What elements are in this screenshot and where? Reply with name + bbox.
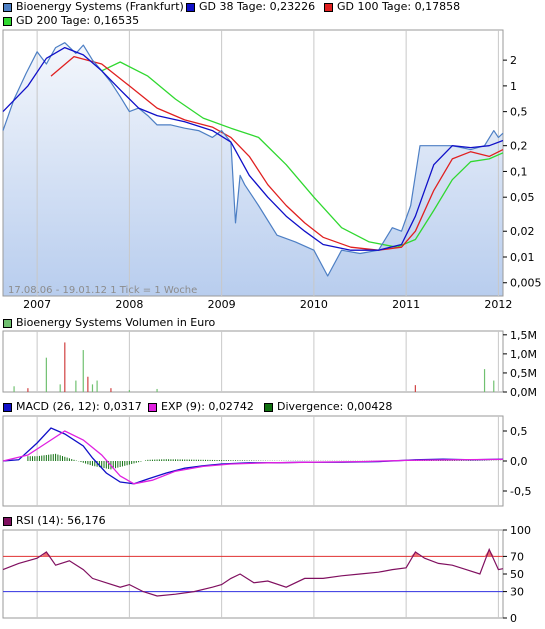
rsi-overbought-fill	[41, 549, 494, 557]
legend-label-volume: Bioenergy Systems Volumen in Euro	[16, 316, 216, 329]
legend-label-price: Bioenergy Systems (Frankfurt)	[16, 0, 184, 13]
legend-label-divergence: Divergence: 0,00428	[277, 400, 393, 413]
legend-swatch-gd100	[324, 2, 333, 12]
macd-ytick-label-1: 0,0	[510, 455, 528, 468]
gd100-line	[50, 55, 504, 251]
price-xtick-label-1: 2008	[115, 298, 143, 311]
price-ytick-label-2: 0,5	[510, 106, 528, 119]
volume-ytick-label-3: 0,0M	[510, 386, 537, 399]
rsi-ytick-label-2: 50	[510, 568, 524, 581]
legend-item-gd200: GD 200 Tage: 0,16535	[3, 14, 139, 28]
volume-frame	[2, 330, 504, 393]
rsi-line	[2, 547, 504, 597]
volume-ytick-label-0: 1,5M	[510, 329, 537, 342]
macd-line	[2, 427, 504, 485]
rsi-ytick-label-1: 70	[510, 550, 524, 563]
legend-label-gd100: GD 100 Tage: 0,17858	[337, 0, 461, 13]
macd-ytick-label-2: -0,5	[510, 485, 531, 498]
price-ytick-label-4: 0,1	[510, 165, 528, 178]
price-ytick-label-7: 0,01	[510, 251, 535, 264]
legend-item-exp: EXP (9): 0,02742	[148, 400, 254, 414]
legend-label-gd38: GD 38 Tage: 0,23226	[199, 0, 316, 13]
volume-ytick-label-1: 1,0M	[510, 348, 537, 361]
legend-swatch-gd38	[186, 2, 195, 12]
legend-item-divergence: Divergence: 0,00428	[264, 400, 392, 414]
rsi-ytick-label-4: 0	[510, 612, 517, 625]
price-xtick-label-0: 2007	[23, 298, 51, 311]
price-ytick-label-5: 0,05	[510, 191, 535, 204]
price-panel: 2 1 0,5 0,2 0,1 0,05 0,02 0,01 0,005 2007 2008 2009…	[2, 29, 542, 311]
legend-swatch-divergence	[264, 402, 273, 412]
gd38-line	[2, 46, 504, 251]
legend-swatch-exp	[148, 402, 157, 412]
exp-line	[2, 430, 504, 485]
legend-item-volume: Bioenergy Systems Volumen in Euro	[3, 316, 215, 330]
volume-panel: 1,5M 1,0M 0,5M 0,0M	[2, 329, 537, 399]
legend-item-price: Bioenergy Systems (Frankfurt)	[3, 0, 184, 14]
rsi-ytick-label-0: 100	[510, 524, 531, 537]
rsi-ytick-label-3: 30	[510, 586, 524, 599]
legend-item-macd: MACD (26, 12): 0,0317	[3, 400, 142, 414]
macd-ytick-label-0: 0,5	[510, 425, 528, 438]
macd-frame	[2, 415, 504, 507]
rsi-frame	[2, 529, 504, 619]
price-ytick-label-0: 2	[510, 54, 517, 67]
legend-item-gd38: GD 38 Tage: 0,23226	[186, 0, 315, 14]
price-frame	[2, 29, 504, 297]
price-ytick-label-8: 0,005	[510, 277, 542, 290]
price-xtick-label-4: 2011	[392, 298, 420, 311]
legend-swatch-macd	[3, 402, 12, 412]
legend-item-gd100: GD 100 Tage: 0,17858	[324, 0, 460, 14]
price-ytick-label-6: 0,02	[510, 225, 535, 238]
price-area	[3, 42, 503, 297]
price-ytick-label-1: 1	[510, 80, 517, 93]
legend-swatch-gd200	[3, 16, 12, 26]
legend-swatch-volume	[3, 318, 12, 328]
volume-ytick-label-2: 0,5M	[510, 367, 537, 380]
price-range-note: 17.08.06 - 19.01.12 1 Tick = 1 Woche	[8, 285, 197, 296]
legend-label-rsi: RSI (14): 56,176	[16, 514, 106, 527]
price-ytick-label-3: 0,2	[510, 140, 528, 153]
legend-label-gd200: GD 200 Tage: 0,16535	[16, 14, 140, 27]
legend-swatch-price	[3, 2, 12, 12]
price-xtick-label-3: 2010	[300, 298, 328, 311]
legend-label-macd: MACD (26, 12): 0,0317	[16, 400, 142, 413]
legend-swatch-rsi	[3, 516, 12, 526]
rsi-panel: 100 70 50 30 0	[2, 524, 531, 625]
legend-item-rsi: RSI (14): 56,176	[3, 514, 106, 528]
macd-panel: 0,5 0,0 -0,5	[2, 415, 531, 507]
gd200-line	[101, 61, 504, 248]
price-xtick-label-5: 2012	[484, 298, 512, 311]
price-xtick-label-2: 2009	[208, 298, 236, 311]
legend-label-exp: EXP (9): 0,02742	[161, 400, 254, 413]
